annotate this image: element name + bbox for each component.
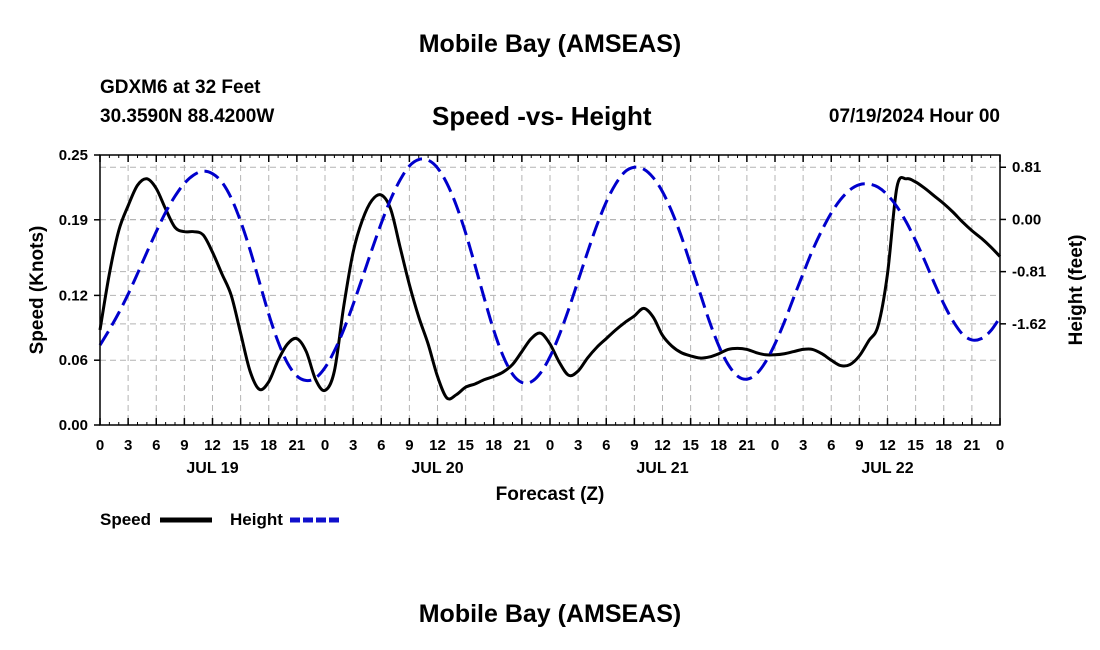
x-tick-label: 0 (546, 437, 554, 454)
chart-title: Speed -vs- Height (432, 101, 652, 131)
x-tick-label: 9 (630, 437, 638, 454)
x-tick-label: 21 (289, 437, 306, 454)
date-label: JUL 21 (636, 460, 688, 477)
x-tick-label: 21 (964, 437, 981, 454)
y-right-tick-label: 0.81 (1012, 159, 1041, 176)
top-title: Mobile Bay (AMSEAS) (418, 30, 682, 58)
x-tick-label: 15 (232, 437, 249, 454)
date-label: JUL 22 (861, 460, 913, 477)
x-tick-label: 9 (405, 437, 413, 454)
x-tick-label: 9 (180, 437, 188, 454)
speed-height-chart: 0 3 6 9 12 15 18 21 0 3 6 9 12 15 18 21 0 3 6 9 12 15 18 21 0 3 6 9… (27, 147, 1087, 505)
x-tick-label: 6 (602, 437, 610, 454)
x-tick-label: 0 (771, 437, 779, 454)
x-tick-label: 18 (485, 437, 502, 454)
station-coordinates: 30.3590N 88.4200W (100, 106, 275, 127)
legend-speed-swatch (160, 517, 212, 523)
x-axis-label: Forecast (Z) (496, 484, 605, 505)
x-tick-label: 3 (349, 437, 357, 454)
station-label: GDXM6 at 32 Feet (100, 77, 261, 98)
bottom-title: Mobile Bay (AMSEAS) (418, 600, 682, 628)
x-tick-label: 12 (429, 437, 446, 454)
height-series-line (98, 157, 1002, 385)
x-tick-label: 0 (321, 437, 329, 454)
grid-lines (100, 155, 1000, 425)
x-tick-label: 12 (204, 437, 221, 454)
x-tick-label: 3 (799, 437, 807, 454)
y-left-tick-label: 0.06 (59, 352, 88, 369)
legend-speed-label: Speed (100, 510, 152, 529)
forecast-time: 07/19/2024 Hour 00 (828, 106, 1000, 127)
x-tick-label: 21 (514, 437, 531, 454)
y-left-tick-label: 0.25 (59, 147, 88, 164)
y-axis-left-label: Speed (Knots) (27, 226, 48, 355)
legend-height-label: Height (230, 510, 283, 529)
legend-height-swatch (290, 517, 342, 523)
y-left-tick-label: 0.00 (59, 417, 88, 434)
x-tick-label: 6 (152, 437, 160, 454)
y-left-tick-label: 0.19 (59, 212, 88, 229)
x-tick-label: 3 (124, 437, 132, 454)
x-tick-label: 12 (879, 437, 896, 454)
series-lines (98, 157, 1002, 401)
x-tick-label: 12 (654, 437, 671, 454)
x-tick-label: 15 (457, 437, 474, 454)
axes: 0 3 6 9 12 15 18 21 0 3 6 9 12 15 18 21 0 3 6 9 12 15 18 21 0 3 6 9… (59, 147, 1046, 477)
x-tick-label: 9 (855, 437, 863, 454)
y-right-tick-label: 0.00 (1012, 211, 1041, 228)
x-tick-label: 6 (827, 437, 835, 454)
y-axis-right-label: Height (feet) (1066, 235, 1087, 346)
x-tick-label: 3 (574, 437, 582, 454)
x-tick-label: 15 (907, 437, 924, 454)
y-left-tick-label: 0.12 (59, 287, 88, 304)
x-tick-label: 21 (739, 437, 756, 454)
speed-series-line (98, 176, 1002, 401)
x-tick-label: 18 (260, 437, 277, 454)
x-tick-label: 18 (710, 437, 727, 454)
x-tick-label: 0 (96, 437, 104, 454)
x-tick-label: 0 (996, 437, 1004, 454)
date-label: JUL 19 (186, 460, 238, 477)
y-right-tick-label: -1.62 (1012, 316, 1046, 333)
y-right-tick-label: -0.81 (1012, 264, 1046, 281)
x-tick-label: 6 (377, 437, 385, 454)
date-label: JUL 20 (411, 460, 463, 477)
x-tick-label: 15 (682, 437, 699, 454)
x-tick-label: 18 (935, 437, 952, 454)
